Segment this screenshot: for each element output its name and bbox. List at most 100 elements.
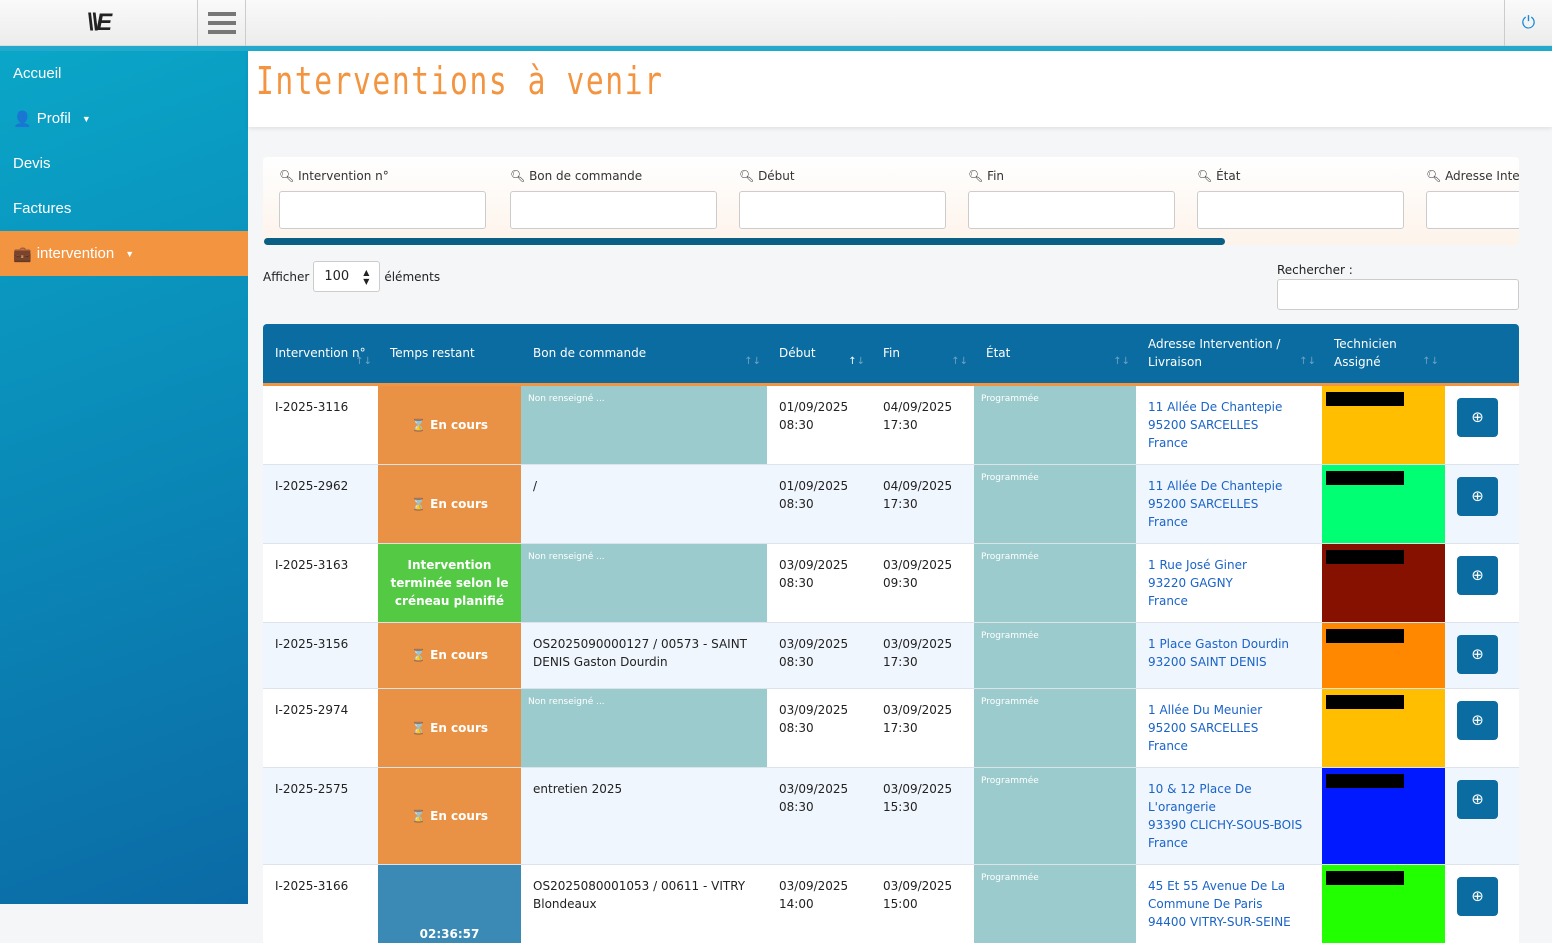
menu-toggle-button[interactable] xyxy=(198,0,246,46)
fin-line: 03/09/2025 xyxy=(883,557,953,572)
search-icon: 🔍︎ xyxy=(1197,169,1213,183)
sidebar-item-factures[interactable]: Factures xyxy=(0,186,248,231)
column-header[interactable]: Fin ↑↓ xyxy=(871,324,974,386)
column-header-label: Début xyxy=(779,346,816,361)
filter-input[interactable] xyxy=(968,191,1175,229)
intervention-id: I-2025-2575 xyxy=(263,766,378,864)
actions: ⊕ xyxy=(1445,542,1519,622)
table-row[interactable]: I-2025-2974 ⌛ En cours Non renseigné ... 03… xyxy=(263,687,1519,767)
end-date: 03/09/2025 17:30 xyxy=(871,687,974,767)
fin-line: 04/09/2025 xyxy=(883,399,953,414)
view-details-button[interactable]: ⊕ xyxy=(1457,876,1498,916)
fin-line: 03/09/2025 xyxy=(883,781,953,796)
page-length-value: 100 xyxy=(324,269,350,284)
status-text: Programmée xyxy=(981,775,1039,786)
address-link[interactable]: 11 Allée De Chantepie 95200 SARCELLES Fran… xyxy=(1136,383,1322,464)
view-details-button[interactable]: ⊕ xyxy=(1457,634,1498,674)
purchase-order-text: OS2025090000127 / 00573 - SAINT DENIS Ga… xyxy=(533,636,748,669)
filter-input[interactable] xyxy=(510,191,717,229)
zoom-in-icon: ⊕ xyxy=(1471,645,1484,663)
column-header[interactable] xyxy=(1445,324,1519,386)
filter-label: 🔍︎ Intervention n° xyxy=(279,169,486,183)
briefcase-icon: 💼 xyxy=(13,245,32,263)
interventions-table: Intervention n° ↑↓ Temps restant Bon de com… xyxy=(263,324,1519,943)
address-link[interactable]: 1 Allée Du Meunier 95200 SARCELLES France xyxy=(1136,687,1322,767)
intervention-id-text: I-2025-3163 xyxy=(275,557,349,572)
view-details-button[interactable]: ⊕ xyxy=(1457,476,1498,516)
filter-input[interactable] xyxy=(1426,191,1519,229)
column-header[interactable]: Technicien Assigné ↑↓ xyxy=(1322,324,1445,386)
view-details-button[interactable]: ⊕ xyxy=(1457,397,1498,437)
column-header[interactable]: Temps restant xyxy=(378,324,521,386)
debut-line: 03/09/2025 xyxy=(779,636,849,651)
zoom-in-icon: ⊕ xyxy=(1471,887,1484,905)
sidebar-item-intervention[interactable]: 💼 intervention ▼ xyxy=(0,231,248,276)
intervention-id-text: I-2025-2962 xyxy=(275,478,349,493)
table-row[interactable]: I-2025-2962 ⌛ En cours / 01/09/2025 08:30 04/… xyxy=(263,463,1519,543)
filter-label: 🔍︎ Début xyxy=(739,169,946,183)
filter-input[interactable] xyxy=(1197,191,1404,229)
remaining-time-text: ⌛ En cours xyxy=(411,496,488,511)
filter-label-text: Début xyxy=(758,169,795,183)
search-icon: 🔍︎ xyxy=(1426,169,1442,183)
sidebar-item-label: Factures xyxy=(13,200,72,217)
debut-line: 03/09/2025 xyxy=(779,781,849,796)
fin-line: 17:30 xyxy=(883,496,918,511)
sidebar-item-label: intervention xyxy=(36,245,115,262)
table-row[interactable]: I-2025-2575 ⌛ En cours entretien 2025 03/09… xyxy=(263,766,1519,864)
table-row[interactable]: I-2025-3116 ⌛ En cours Non renseigné ... 01… xyxy=(263,383,1519,464)
address-link[interactable]: 10 & 12 Place De L'orangerie 93390 CLICHY… xyxy=(1136,766,1322,864)
view-details-button[interactable]: ⊕ xyxy=(1457,779,1498,819)
remaining-time-text: ⌛ En cours xyxy=(411,417,488,432)
sort-icon: ↑↓ xyxy=(355,355,372,367)
sidebar-item-label: Accueil xyxy=(13,65,62,82)
status-text: Programmée xyxy=(981,696,1039,707)
table-row[interactable]: I-2025-3156 ⌛ En cours OS2025090000127 / 0… xyxy=(263,621,1519,688)
search-input[interactable] xyxy=(1277,279,1519,310)
addr-line: 93220 GAGNY xyxy=(1148,575,1233,590)
address-link[interactable]: 1 Rue José Giner 93220 GAGNY France xyxy=(1136,542,1322,622)
filter-input[interactable] xyxy=(739,191,946,229)
purchase-order: OS2025090000127 / 00573 - SAINT DENIS Ga… xyxy=(521,621,767,688)
power-icon[interactable]: ⏻ xyxy=(1504,0,1552,46)
page-length-select[interactable]: 100 ▲ ▼ xyxy=(313,261,381,292)
zoom-in-icon: ⊕ xyxy=(1471,566,1484,584)
redacted-name xyxy=(1326,470,1404,485)
address-link[interactable]: 1 Place Gaston Dourdin 93200 SAINT DENIS xyxy=(1136,621,1322,688)
filter-column: 🔍︎ Intervention n° xyxy=(279,169,486,229)
intervention-id-text: I-2025-3156 xyxy=(275,636,349,651)
debut-line: 01/09/2025 xyxy=(779,478,849,493)
redacted-name xyxy=(1326,549,1404,564)
column-header[interactable]: État ↑↓ xyxy=(974,324,1136,386)
filter-column: 🔍︎ Bon de commande xyxy=(510,169,717,229)
horizontal-scrollbar[interactable] xyxy=(264,238,1225,245)
sort-icon: ↑↓ xyxy=(1299,355,1316,367)
sidebar-item-profil[interactable]: 👤 Profil ▼ xyxy=(0,96,248,141)
column-header[interactable]: Bon de commande ↑↓ xyxy=(521,324,767,386)
header-stripe xyxy=(0,46,1552,51)
view-details-button[interactable]: ⊕ xyxy=(1457,555,1498,595)
table-row[interactable]: I-2025-3163 Intervention terminée selon l… xyxy=(263,542,1519,622)
column-header[interactable]: Adresse Intervention / Livraison ↑↓ xyxy=(1136,324,1322,386)
column-header[interactable]: Début ↑↓ xyxy=(767,324,871,386)
remaining-time-text: ⌛ En cours xyxy=(411,808,488,823)
addr-line: 94400 VITRY-SUR-SEINE xyxy=(1148,914,1291,929)
debut-line: 08:30 xyxy=(779,575,814,590)
logo[interactable]: \\E xyxy=(0,0,198,46)
status: Programmée xyxy=(974,383,1136,464)
filter-label-text: Adresse Interv xyxy=(1445,169,1519,183)
view-details-button[interactable]: ⊕ xyxy=(1457,700,1498,740)
assigned-technician xyxy=(1322,687,1445,767)
fin-line: 17:30 xyxy=(883,654,918,669)
sidebar-item-devis[interactable]: Devis xyxy=(0,141,248,186)
sidebar-item-accueil[interactable]: Accueil xyxy=(0,51,248,96)
purchase-order-text: Non renseigné ... xyxy=(528,551,605,562)
filter-column: 🔍︎ Adresse Interv xyxy=(1426,169,1519,229)
filter-input[interactable] xyxy=(279,191,486,229)
zoom-in-icon: ⊕ xyxy=(1471,408,1484,426)
addr-line: 95200 SARCELLES xyxy=(1148,720,1259,735)
column-header[interactable]: Intervention n° ↑↓ xyxy=(263,324,378,386)
address-link[interactable]: 11 Allée De Chantepie 95200 SARCELLES Fran… xyxy=(1136,463,1322,543)
addr-line: 1 Rue José Giner xyxy=(1148,557,1247,572)
debut-line: 03/09/2025 xyxy=(779,557,849,572)
